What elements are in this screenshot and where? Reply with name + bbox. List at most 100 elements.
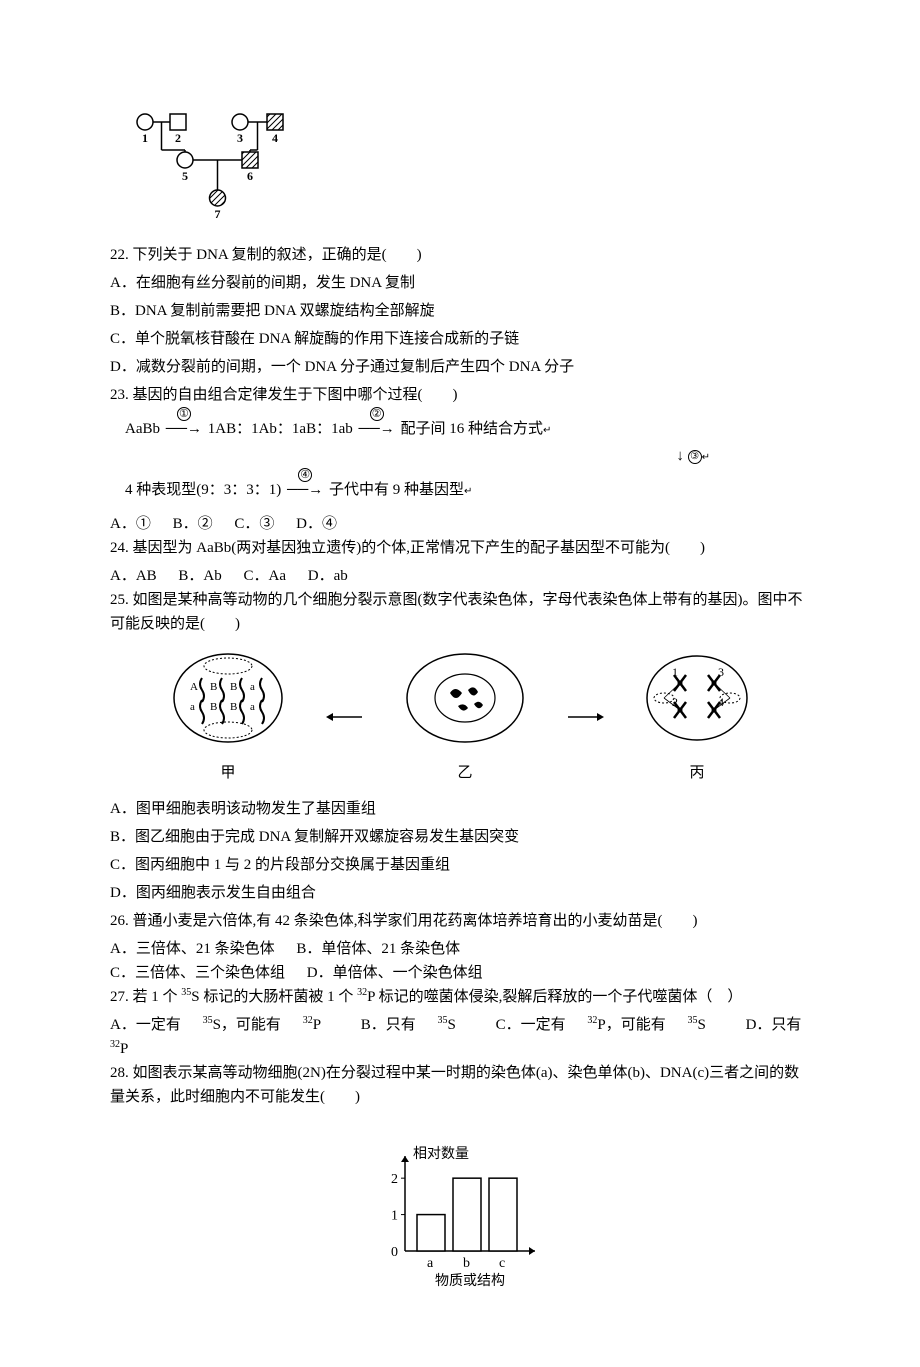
arrow-2: ②──→ [359,417,395,441]
q26-optD: D．单倍体、一个染色体组 [307,965,483,981]
svg-text:A: A [190,681,198,693]
q27-sup2: 32 [357,987,367,998]
q28-chart: 012abc相对数量物质或结构 [110,1121,810,1299]
bar-chart-svg: 012abc相对数量物质或结构 [350,1121,570,1291]
q27-stem: 27. 若 1 个 35S 标记的大肠杆菌被 1 个 32P 标记的噬菌体侵染,… [110,985,810,1009]
svg-text:7: 7 [215,207,221,220]
svg-text:物质或结构: 物质或结构 [435,1273,505,1289]
q27-sup1: 35 [181,987,191,998]
svg-text:3: 3 [237,131,243,145]
svg-text:5: 5 [182,169,188,183]
q27D1: D．只有 [746,1017,802,1033]
q27B-s1: 35 [438,1015,448,1026]
q26-options-row2: C．三倍体、三个染色体组 D．单倍体、一个染色体组 [110,961,810,985]
q26-optC: C．三倍体、三个染色体组 [110,965,285,981]
q22-optC: C．单个脱氧核苷酸在 DNA 解旋酶的作用下连接合成新的子链 [110,327,810,351]
q26-stem: 26. 普通小麦是六倍体,有 42 条染色体,科学家们用花药离体培养培育出的小麦… [110,909,810,933]
q24-optC: C．Aa [244,568,287,584]
suffix-1: ↵ [543,425,551,436]
q27A2: S，可能有 [213,1017,285,1033]
q27A-s1: 35 [203,1015,213,1026]
q23-optD: D．④ [296,516,337,532]
q23-stem: 23. 基因的自由组合定律发生于下图中哪个过程( ) [110,383,810,407]
pedigree-svg: 1234567 [130,110,330,220]
svg-text:2: 2 [391,1172,398,1187]
q23-optA: A．① [110,516,151,532]
q25-optD: D．图丙细胞表示发生自由组合 [110,881,810,905]
q25-stem: 25. 如图是某种高等动物的几个细胞分裂示意图(数字代表染色体，字母代表染色体上… [110,588,810,636]
svg-text:相对数量: 相对数量 [413,1146,469,1162]
q27C1: C．一定有 [496,1017,570,1033]
svg-text:c: c [499,1256,505,1271]
q27-options: A．一定有 35S，可能有 32P B．只有 35S C．一定有 32P，可能有… [110,1013,810,1061]
q25-cells: ABBaaBBa 甲 乙 1324 丙 [150,648,770,785]
q27B1: B．只有 [361,1017,420,1033]
arrow-2-num: ② [370,407,384,421]
q27D-s1: 32 [110,1039,120,1050]
svg-text:B: B [230,701,237,713]
q27C2: P，可能有 [597,1017,669,1033]
q26-options-row1: A．三倍体、21 条染色体 B．单倍体、21 条染色体 [110,937,810,961]
cell-bing-label: 丙 [642,761,752,785]
svg-text:B: B [210,701,217,713]
suffix-2: ↵ [702,452,710,463]
flow-mid1: 1AB：1Ab：1aB：1ab [208,421,353,437]
q22-optD: D．减数分裂前的间期，一个 DNA 分子通过复制后产生四个 DNA 分子 [110,355,810,379]
q27B2: S [448,1017,456,1033]
cell-jia-label: 甲 [168,761,288,785]
q23-optC: C．③ [234,516,274,532]
q27A-s2: 32 [303,1015,313,1026]
q27C-s2: 35 [688,1015,698,1026]
cell-yi-label: 乙 [400,761,530,785]
q27A1: A．一定有 [110,1017,185,1033]
q22-optB: B．DNA 复制前需要把 DNA 双螺旋结构全部解旋 [110,299,810,323]
q27D2: P [120,1041,128,1057]
arrow-4-num: ④ [298,468,312,482]
cell-jia-svg: ABBaaBBa [168,648,288,748]
svg-text:6: 6 [247,169,253,183]
svg-text:2: 2 [175,131,181,145]
arrow-4: ④──→ [287,478,323,502]
q25-optA: A．图甲细胞表明该动物发生了基因重组 [110,797,810,821]
svg-text:4: 4 [718,695,724,709]
q27-sp1: 27. 若 1 个 [110,989,181,1005]
arrow-3-down: ↓ [676,448,684,464]
q25-optB: B．图乙细胞由于完成 DNA 复制解开双螺旋容易发生基因突变 [110,825,810,849]
svg-text:1: 1 [391,1209,398,1224]
q27C3: S [698,1017,706,1033]
cell-bing-svg: 1 3 2 4 [642,648,752,748]
q24-optA: A．AB [110,568,157,584]
svg-text:4: 4 [272,131,278,145]
svg-text:1: 1 [672,665,678,679]
svg-text:3: 3 [718,665,724,679]
flow-mid2: 配子间 16 种结合方式 [401,421,544,437]
q28-stem: 28. 如图表示某高等动物细胞(2N)在分裂过程中某一时期的染色体(a)、染色单… [110,1061,810,1109]
pedigree-diagram: 1234567 [130,110,810,228]
cell-yi-svg [400,648,530,748]
svg-text:0: 0 [391,1245,398,1260]
q23-flow: AaBb ①──→ 1AB：1Ab：1aB：1ab ②──→ 配子间 16 种结… [125,417,810,502]
q27A3: P [313,1017,321,1033]
flow-br: 子代中有 9 种基因型 [329,482,464,498]
svg-text:B: B [230,681,237,693]
q27C-s1: 32 [587,1015,597,1026]
q25-optC: C．图丙细胞中 1 与 2 的片段部分交换属于基因重组 [110,853,810,877]
q27-optA: A．一定有 35S，可能有 32P [110,1017,339,1033]
q26-optB: B．单倍体、21 条染色体 [296,941,460,957]
svg-text:a: a [250,681,255,693]
q22-stem: 22. 下列关于 DNA 复制的叙述，正确的是( ) [110,243,810,267]
svg-text:2: 2 [672,695,678,709]
q24-optD: D．ab [308,568,348,584]
q27-sp2: S 标记的大肠杆菌被 1 个 [191,989,357,1005]
q23-options: A．① B．② C．③ D．④ [110,512,810,536]
q27-optC: C．一定有 32P，可能有 35S [496,1017,724,1033]
q26-optA: A．三倍体、21 条染色体 [110,941,275,957]
svg-text:B: B [210,681,217,693]
arrow-1: ①──→ [166,417,202,441]
svg-text:b: b [463,1256,470,1271]
q27-optB: B．只有 35S [361,1017,474,1033]
arrow-3-num: ③ [688,450,702,464]
q24-optB: B．Ab [178,568,221,584]
arrow-left-icon [324,707,364,727]
q22-optA: A．在细胞有丝分裂前的间期，发生 DNA 复制 [110,271,810,295]
